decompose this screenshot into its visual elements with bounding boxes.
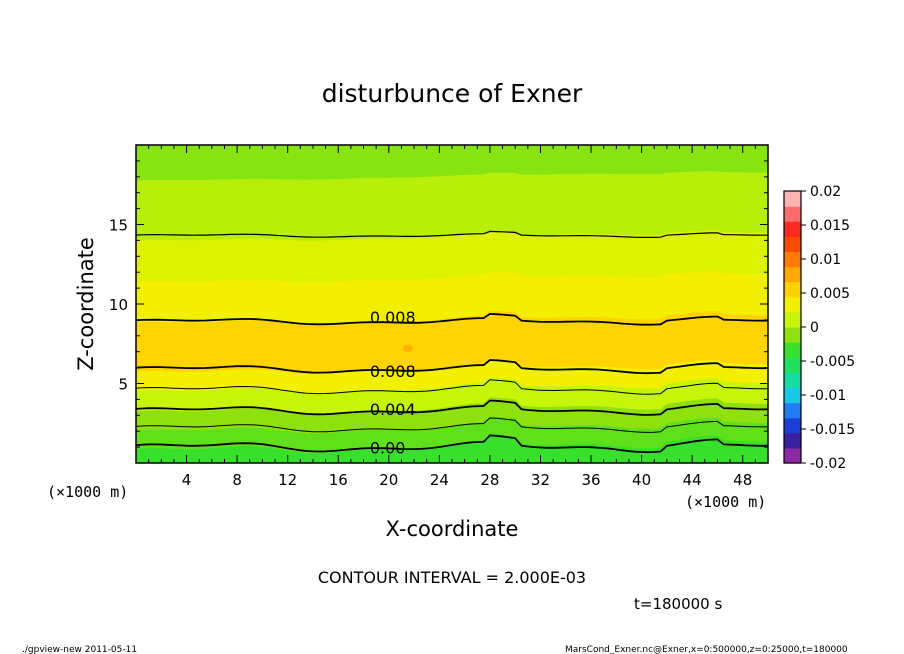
colorbar-segment xyxy=(784,266,801,283)
colorbar-tick-label: 0.01 xyxy=(810,252,841,268)
contour-labels: 0.008 0.008 0.004 0.00 xyxy=(370,308,416,457)
colorbar-segment xyxy=(784,402,801,419)
x-unit-left: (×1000 m) xyxy=(47,483,128,501)
contour-blob xyxy=(402,345,413,353)
colorbar-tick-label: 0 xyxy=(810,320,819,336)
contour-label: 0.00 xyxy=(370,438,406,457)
chart-title: disturbunce of Exner xyxy=(322,79,583,108)
colorbar-segment xyxy=(784,357,801,373)
colorbar xyxy=(783,190,802,464)
colorbar-segment xyxy=(784,281,801,298)
contour-line xyxy=(135,379,769,395)
time-label: t=180000 s xyxy=(634,595,722,613)
contour-label: 0.008 xyxy=(370,362,416,381)
y-tick-label: 10 xyxy=(109,296,128,314)
y-tick-label: 15 xyxy=(109,217,128,235)
contour-line xyxy=(135,434,769,454)
x-tick-label: 24 xyxy=(430,471,449,489)
colorbar-segment xyxy=(784,417,801,434)
contour-lines xyxy=(135,230,769,454)
colorbar-segment xyxy=(784,221,801,237)
x-tick-label: 12 xyxy=(278,471,297,489)
y-axis-label: Z-coordinate xyxy=(74,237,98,371)
colorbar-tick-label: -0.005 xyxy=(810,354,855,370)
colorbar-tick-label: 0.015 xyxy=(810,218,850,234)
colorbar-segment xyxy=(784,206,801,222)
contour-line xyxy=(135,417,769,433)
x-tick-label: 16 xyxy=(329,471,348,489)
x-tick-label: 44 xyxy=(683,471,702,489)
x-tick-label: 40 xyxy=(632,471,651,489)
colorbar-segment xyxy=(784,191,801,207)
footer-left: ./gpview-new 2011-05-11 xyxy=(22,645,137,654)
contour-line xyxy=(135,399,769,416)
colorbar-segment xyxy=(784,327,801,343)
footer-right: MarsCond_Exner.nc@Exner,x=0:500000,z=0:2… xyxy=(565,645,848,654)
x-axis-ticks: 4 8 12 16 20 24 28 32 36 40 44 48 xyxy=(148,145,756,489)
x-tick-label: 4 xyxy=(182,471,192,489)
colorbar-tick-label: -0.01 xyxy=(810,388,846,404)
colorbar-ticks: 0.02 0.015 0.01 0.005 0 -0.005 -0.01 -0.015 -0.0… xyxy=(801,184,855,472)
contour-label: 0.008 xyxy=(370,308,416,327)
colorbar-segment xyxy=(784,236,801,252)
x-tick-label: 20 xyxy=(379,471,398,489)
colorbar-segment xyxy=(784,432,801,449)
x-tick-label: 36 xyxy=(581,471,600,489)
contour-interval-text: CONTOUR INTERVAL = 2.000E-03 xyxy=(318,568,586,587)
x-tick-label: 48 xyxy=(733,471,752,489)
contour-label: 0.004 xyxy=(370,400,416,419)
x-tick-label: 8 xyxy=(232,471,242,489)
contour-line xyxy=(135,312,769,326)
contour-line xyxy=(135,230,769,238)
contour-band xyxy=(136,433,768,463)
x-unit-right: (×1000 m) xyxy=(685,493,766,511)
x-axis-label: X-coordinate xyxy=(386,517,519,541)
contour-line xyxy=(135,359,769,375)
x-tick-label: 28 xyxy=(480,471,499,489)
colorbar-segment xyxy=(784,342,801,358)
colorbar-segment xyxy=(784,447,801,464)
colorbar-segment xyxy=(784,372,801,388)
colorbar-tick-label: -0.02 xyxy=(810,456,846,472)
x-tick-label: 32 xyxy=(531,471,550,489)
colorbar-segment xyxy=(784,387,801,404)
colorbar-segment xyxy=(784,296,801,313)
y-tick-label: 5 xyxy=(118,376,128,394)
colorbar-tick-label: -0.015 xyxy=(810,422,855,438)
colorbar-segment xyxy=(784,311,801,328)
contour-field xyxy=(136,145,768,463)
colorbar-tick-label: 0.005 xyxy=(810,286,850,302)
colorbar-segment xyxy=(784,251,801,268)
y-axis-ticks: 5 10 15 xyxy=(109,160,768,448)
colorbar-tick-label: 0.02 xyxy=(810,184,841,200)
